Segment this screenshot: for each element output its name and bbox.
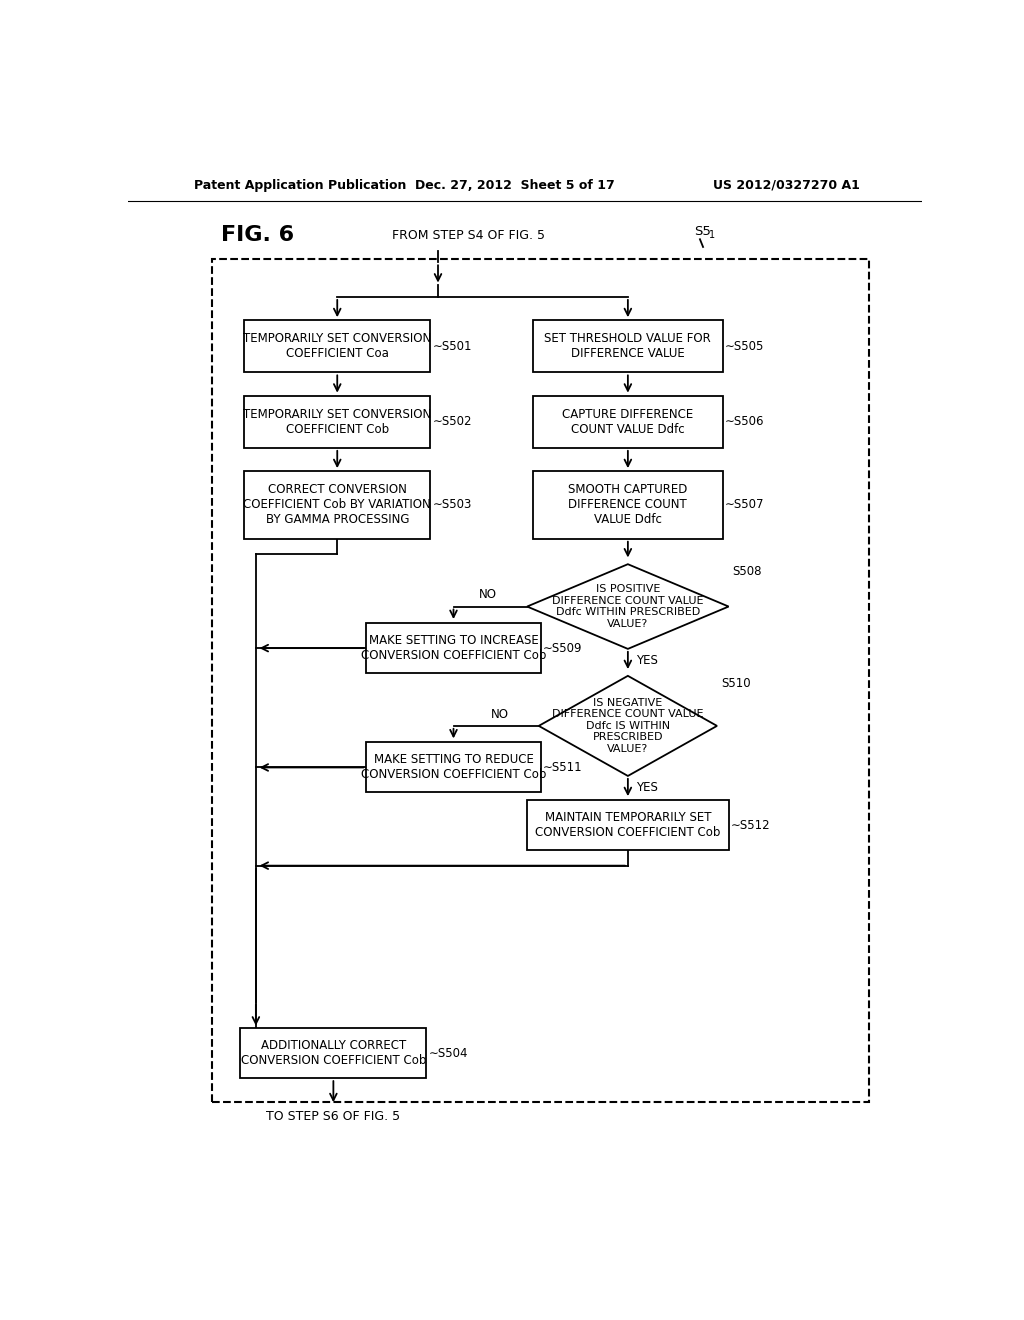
Text: CAPTURE DIFFERENCE
COUNT VALUE Ddfc: CAPTURE DIFFERENCE COUNT VALUE Ddfc (562, 408, 693, 436)
Bar (367, 623, 541, 673)
Bar (532, 396, 723, 447)
Bar (241, 1028, 426, 1078)
Text: ∼S502: ∼S502 (432, 416, 472, 428)
Text: NO: NO (490, 708, 509, 721)
Text: IS NEGATIVE
DIFFERENCE COUNT VALUE
Ddfc IS WITHIN
PRESCRIBED
VALUE?: IS NEGATIVE DIFFERENCE COUNT VALUE Ddfc … (552, 698, 703, 754)
Polygon shape (527, 564, 729, 649)
Text: ∼S512: ∼S512 (731, 818, 771, 832)
Text: ∼S511: ∼S511 (543, 760, 583, 774)
Text: IS POSITIVE
DIFFERENCE COUNT VALUE
Ddfc WITHIN PRESCRIBED
VALUE?: IS POSITIVE DIFFERENCE COUNT VALUE Ddfc … (552, 585, 703, 628)
Text: S510: S510 (721, 677, 751, 690)
Bar (532, 321, 723, 372)
Text: YES: YES (636, 781, 657, 795)
Text: 1: 1 (710, 230, 716, 240)
Text: ∼S509: ∼S509 (543, 642, 583, 655)
Bar (245, 471, 430, 539)
Text: ∼S505: ∼S505 (725, 339, 765, 352)
Text: S508: S508 (732, 565, 762, 578)
Bar (367, 742, 541, 792)
Text: FROM STEP S4 OF FIG. 5: FROM STEP S4 OF FIG. 5 (391, 228, 545, 242)
Text: MAKE SETTING TO INCREASE
CONVERSION COEFFICIENT Cob: MAKE SETTING TO INCREASE CONVERSION COEF… (360, 634, 546, 663)
Polygon shape (539, 676, 717, 776)
Bar (527, 800, 729, 850)
Text: ∼S504: ∼S504 (429, 1047, 468, 1060)
Text: YES: YES (636, 653, 657, 667)
Text: S5: S5 (693, 224, 711, 238)
Text: TEMPORARILY SET CONVERSION
COEFFICIENT Cob: TEMPORARILY SET CONVERSION COEFFICIENT C… (243, 408, 431, 436)
Text: Patent Application Publication: Patent Application Publication (194, 178, 407, 191)
Text: ADDITIONALLY CORRECT
CONVERSION COEFFICIENT Cob: ADDITIONALLY CORRECT CONVERSION COEFFICI… (241, 1039, 426, 1067)
Text: SET THRESHOLD VALUE FOR
DIFFERENCE VALUE: SET THRESHOLD VALUE FOR DIFFERENCE VALUE (545, 333, 712, 360)
Text: ∼S501: ∼S501 (432, 339, 472, 352)
Text: MAKE SETTING TO REDUCE
CONVERSION COEFFICIENT Cob: MAKE SETTING TO REDUCE CONVERSION COEFFI… (360, 754, 546, 781)
Text: MAINTAIN TEMPORARILY SET
CONVERSION COEFFICIENT Cob: MAINTAIN TEMPORARILY SET CONVERSION COEF… (536, 812, 721, 840)
Text: TO STEP S6 OF FIG. 5: TO STEP S6 OF FIG. 5 (266, 1110, 400, 1123)
Text: NO: NO (479, 589, 498, 602)
Text: TEMPORARILY SET CONVERSION
COEFFICIENT Coa: TEMPORARILY SET CONVERSION COEFFICIENT C… (243, 333, 431, 360)
Bar (212, 259, 869, 1102)
Text: CORRECT CONVERSION
COEFFICIENT Cob BY VARIATION
BY GAMMA PROCESSING: CORRECT CONVERSION COEFFICIENT Cob BY VA… (244, 483, 431, 527)
Text: US 2012/0327270 A1: US 2012/0327270 A1 (713, 178, 860, 191)
Text: SMOOTH CAPTURED
DIFFERENCE COUNT
VALUE Ddfc: SMOOTH CAPTURED DIFFERENCE COUNT VALUE D… (568, 483, 687, 527)
Bar (245, 396, 430, 447)
Bar (532, 471, 723, 539)
Bar (245, 321, 430, 372)
Text: ∼S507: ∼S507 (725, 499, 765, 511)
Text: ∼S503: ∼S503 (432, 499, 472, 511)
Text: Dec. 27, 2012  Sheet 5 of 17: Dec. 27, 2012 Sheet 5 of 17 (415, 178, 614, 191)
Text: FIG. 6: FIG. 6 (221, 226, 294, 246)
Text: ∼S506: ∼S506 (725, 416, 765, 428)
